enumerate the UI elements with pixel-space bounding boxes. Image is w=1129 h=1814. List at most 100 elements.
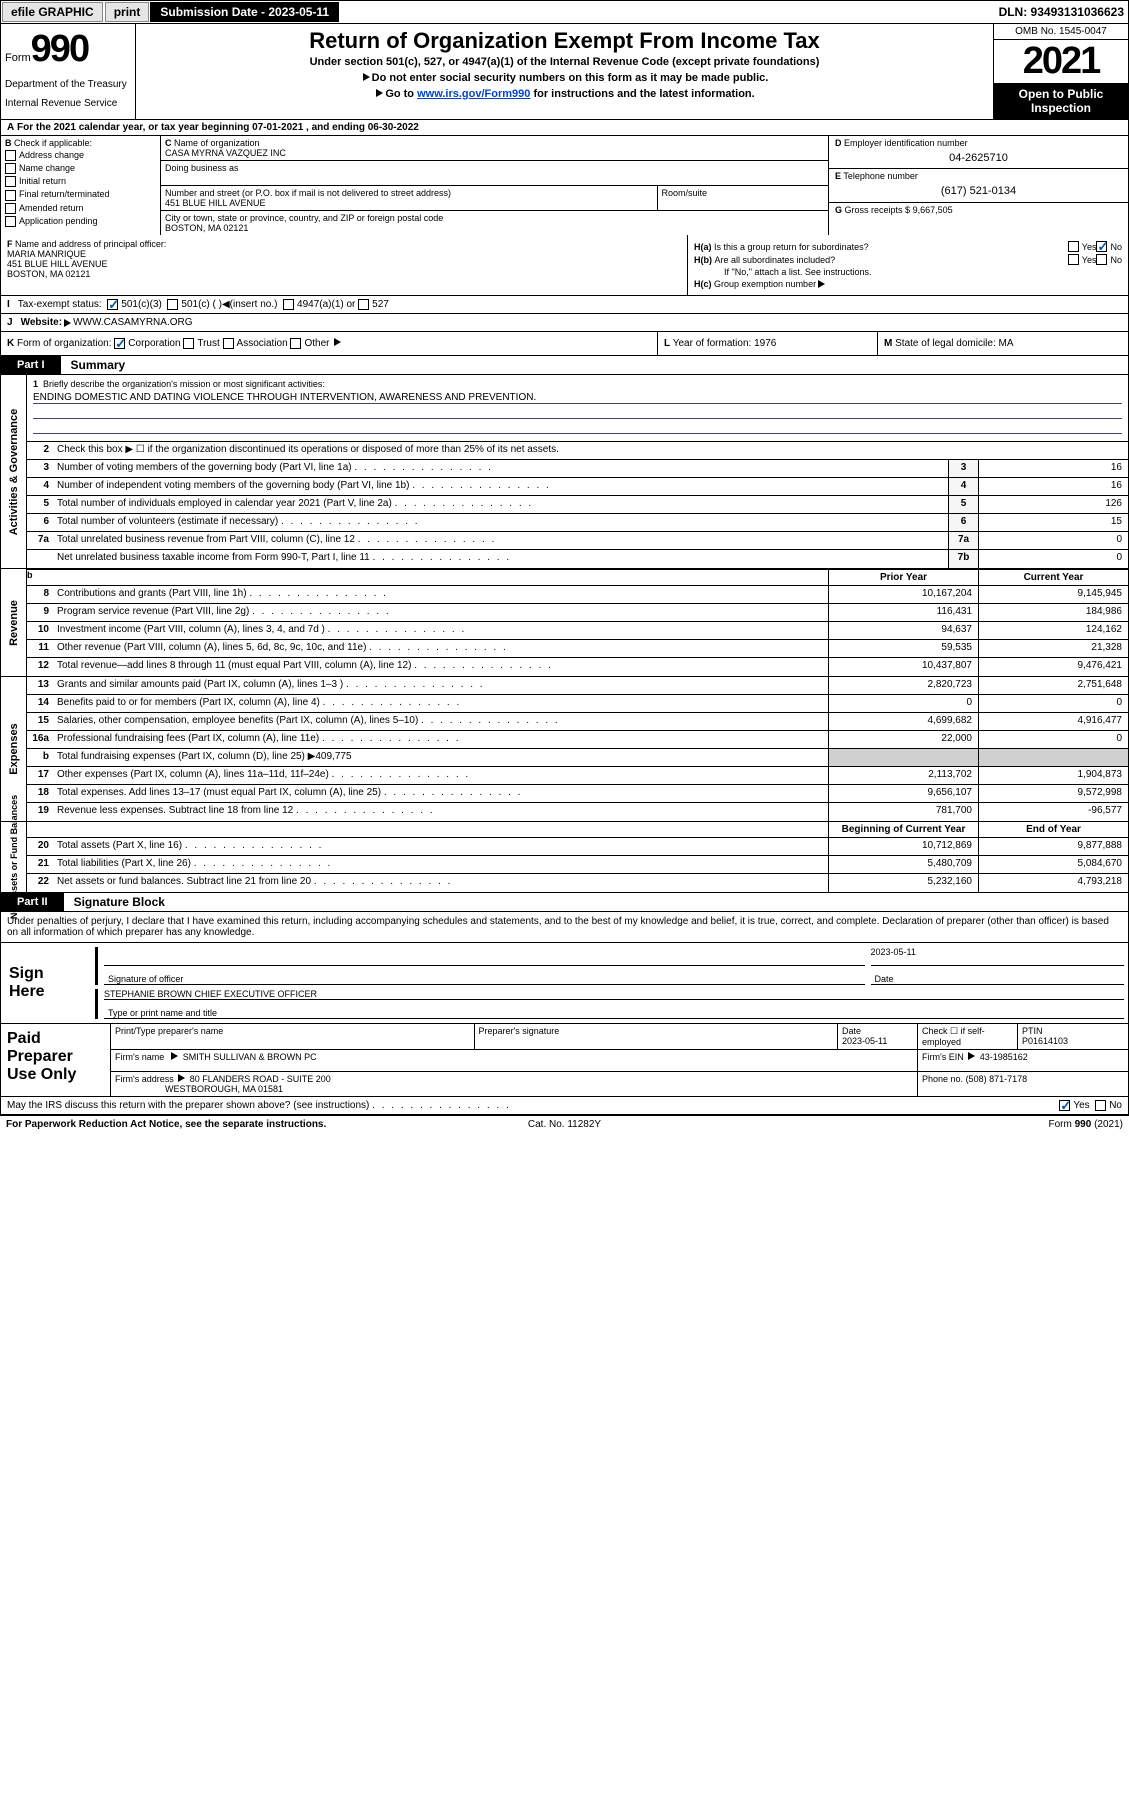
arrow-icon <box>968 1052 975 1060</box>
row-a-period: A For the 2021 calendar year, or tax yea… <box>0 120 1129 136</box>
checkbox[interactable] <box>5 203 16 214</box>
summary-row: 21Total liabilities (Part X, line 26) 5,… <box>27 856 1128 874</box>
i-4947[interactable] <box>283 299 294 310</box>
phone-cell: E Telephone number (617) 521-0134 <box>829 169 1128 202</box>
summary-row: 15Salaries, other compensation, employee… <box>27 713 1128 731</box>
checkbox[interactable] <box>5 150 16 161</box>
k-assoc[interactable] <box>223 338 234 349</box>
part-ii-header: Part II Signature Block <box>0 893 1129 912</box>
prep-date: 2023-05-11 <box>842 1036 913 1046</box>
discuss-yes[interactable] <box>1059 1100 1070 1111</box>
submission-date: Submission Date - 2023-05-11 <box>150 2 339 22</box>
subtitle-2: Do not enter social security numbers on … <box>144 72 985 84</box>
firm-addr2: WESTBOROUGH, MA 01581 <box>165 1084 283 1094</box>
year-formation: 1976 <box>754 338 776 349</box>
summary-row: 8Contributions and grants (Part VIII, li… <box>27 586 1128 604</box>
org-name-cell: C Name of organization CASA MYRNA VAZQUE… <box>161 136 828 160</box>
row-i: ITax-exempt status: 501(c)(3) 501(c) ( )… <box>0 296 1129 314</box>
i-527[interactable] <box>358 299 369 310</box>
b-check-item: Application pending <box>5 216 156 227</box>
tax-year: 2021 <box>994 40 1128 83</box>
firm-addr1: 80 FLANDERS ROAD - SUITE 200 <box>190 1074 331 1084</box>
ha-yes[interactable] <box>1068 241 1079 252</box>
may-discuss-row: May the IRS discuss this return with the… <box>0 1097 1129 1115</box>
i-501c3[interactable] <box>107 299 118 310</box>
summary-row: 16aProfessional fundraising fees (Part I… <box>27 731 1128 749</box>
page-footer: For Paperwork Reduction Act Notice, see … <box>0 1115 1129 1133</box>
summary-row: 7aTotal unrelated business revenue from … <box>27 532 1128 550</box>
efile-btn[interactable]: efile GRAPHIC <box>2 2 103 22</box>
part-i-header: Part I Summary <box>0 356 1129 375</box>
checkbox[interactable] <box>5 176 16 187</box>
form-title: Return of Organization Exempt From Incom… <box>144 28 985 54</box>
arrow-icon <box>363 73 370 81</box>
line-2: Check this box ▶ ☐ if the organization d… <box>53 442 1128 459</box>
b-check-item: Address change <box>5 150 156 161</box>
discuss-no[interactable] <box>1095 1100 1106 1111</box>
arrow-icon <box>376 89 383 97</box>
top-bar: efile GRAPHIC print Submission Date - 20… <box>0 0 1129 24</box>
part-i-title: Summary <box>61 358 126 372</box>
gov-sidelabel: Activities & Governance <box>8 408 20 535</box>
form-word: Form <box>5 52 31 64</box>
exp-sidelabel: Expenses <box>8 723 20 774</box>
rev-sidelabel: Revenue <box>8 600 20 646</box>
street-cell: Number and street (or P.O. box if mail i… <box>161 186 657 210</box>
summary-row: 14Benefits paid to or for members (Part … <box>27 695 1128 713</box>
i-501c[interactable] <box>167 299 178 310</box>
summary-row: 18Total expenses. Add lines 13–17 (must … <box>27 785 1128 803</box>
summary-row: bTotal fundraising expenses (Part IX, co… <box>27 749 1128 767</box>
summary-row: 4Number of independent voting members of… <box>27 478 1128 496</box>
b-check-item: Name change <box>5 163 156 174</box>
summary-row: 19Revenue less expenses. Subtract line 1… <box>27 803 1128 821</box>
dln: DLN: 93493131036623 <box>999 5 1124 19</box>
summary-row: Net unrelated business taxable income fr… <box>27 550 1128 568</box>
k-corp[interactable] <box>114 338 125 349</box>
footer-mid: Cat. No. 11282Y <box>378 1119 750 1130</box>
checkbox[interactable] <box>5 190 16 201</box>
gross-cell: G Gross receipts $ 9,667,505 <box>829 203 1128 235</box>
checkbox[interactable] <box>5 216 16 227</box>
hb-no[interactable] <box>1096 254 1107 265</box>
current-year-hdr: Current Year <box>978 570 1128 585</box>
subtitle-3: Go to www.irs.gov/Form990 for instructio… <box>144 88 985 100</box>
subtitle-1: Under section 501(c), 527, or 4947(a)(1)… <box>144 56 985 68</box>
print-btn[interactable]: print <box>105 2 150 22</box>
hb-yes[interactable] <box>1068 254 1079 265</box>
omb-number: OMB No. 1545-0047 <box>994 24 1128 40</box>
b-check-item: Amended return <box>5 203 156 214</box>
end-year-hdr: End of Year <box>978 822 1128 837</box>
summary-row: 5Total number of individuals employed in… <box>27 496 1128 514</box>
preparer-label: Paid Preparer Use Only <box>1 1024 111 1096</box>
beg-year-hdr: Beginning of Current Year <box>828 822 978 837</box>
gross-receipts: 9,667,505 <box>913 205 953 215</box>
firm-phone: (508) 871-7178 <box>966 1074 1028 1084</box>
firm-ein: 43-1985162 <box>980 1052 1028 1062</box>
checkbox[interactable] <box>5 163 16 174</box>
footer-left: For Paperwork Reduction Act Notice, see … <box>6 1119 378 1130</box>
summary-row: 13Grants and similar amounts paid (Part … <box>27 677 1128 695</box>
net-sidelabel: Net Assets or Fund Balances <box>9 795 19 919</box>
k-trust[interactable] <box>183 338 194 349</box>
self-employed-check[interactable]: Check ☐ if self-employed <box>918 1024 1018 1049</box>
arrow-icon <box>334 338 341 346</box>
b-check-item: Final return/terminated <box>5 189 156 200</box>
perjury-text: Under penalties of perjury, I declare th… <box>0 912 1129 943</box>
signer-name-label: Type or print name and title <box>104 1008 1124 1018</box>
open-inspection: Open to Public Inspection <box>994 83 1128 119</box>
ha-no[interactable] <box>1096 241 1107 252</box>
signer-name: STEPHANIE BROWN CHIEF EXECUTIVE OFFICER <box>104 989 1124 999</box>
irs-label: Internal Revenue Service <box>5 98 131 109</box>
firm-name: SMITH SULLIVAN & BROWN PC <box>183 1052 317 1062</box>
sign-here-label: Sign Here <box>1 943 91 1023</box>
summary-row: 20Total assets (Part X, line 16) 10,712,… <box>27 838 1128 856</box>
k-other[interactable] <box>290 338 301 349</box>
footer-right: Form 990 (2021) <box>751 1119 1123 1130</box>
preparer-block: Paid Preparer Use Only Print/Type prepar… <box>0 1024 1129 1097</box>
fh-block: F Name and address of principal officer:… <box>0 235 1129 296</box>
info-grid: B Check if applicable: Address changeNam… <box>0 136 1129 235</box>
ptin: P01614103 <box>1022 1036 1124 1046</box>
prior-year-hdr: Prior Year <box>828 570 978 585</box>
irs-link[interactable]: www.irs.gov/Form990 <box>417 88 530 100</box>
state-domicile: MA <box>999 338 1014 349</box>
